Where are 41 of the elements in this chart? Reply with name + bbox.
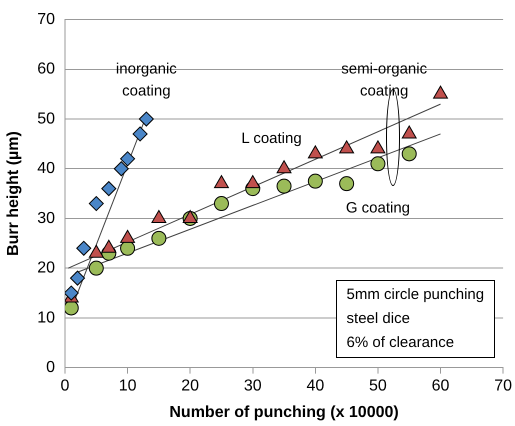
y-tick-label: 20	[37, 260, 56, 277]
y-tick-label: 60	[37, 60, 56, 78]
y-tick-label: 50	[37, 110, 56, 128]
point	[88, 196, 104, 212]
point	[214, 196, 229, 212]
point	[70, 270, 86, 286]
annotation: 5mm circle punching steel dice 6% of clearance	[336, 280, 496, 358]
point	[76, 240, 92, 256]
y-tick-label: 10	[37, 309, 56, 326]
x-tick-label: 40	[306, 378, 324, 395]
series-label: G coating	[346, 200, 410, 217]
point	[339, 176, 354, 192]
y-axis-title: Burr height (µm)	[5, 131, 22, 256]
point	[101, 181, 116, 196]
point	[88, 260, 104, 276]
x-tick-label: 0	[60, 378, 70, 395]
y-tick-label: 30	[37, 210, 56, 227]
x-tick-label: 50	[369, 378, 387, 395]
point	[120, 240, 136, 256]
y-tick-label: 70	[37, 11, 56, 28]
x-tick-label: 70	[494, 378, 512, 395]
annotation: semi-organic coating	[341, 60, 428, 100]
point	[114, 161, 129, 176]
y-tick-label: 40	[37, 160, 56, 178]
x-tick-label: 20	[181, 378, 200, 395]
point	[402, 146, 417, 162]
x-tick-label: 60	[432, 378, 450, 395]
point	[151, 230, 166, 246]
x-axis-title: Number of punching (x 10000)	[169, 404, 399, 421]
text: inorganic coating	[116, 60, 178, 100]
point	[370, 156, 386, 172]
point	[132, 126, 148, 142]
point	[276, 178, 292, 194]
point	[120, 151, 136, 166]
x-tick-label: 30	[244, 378, 262, 395]
point	[138, 112, 154, 127]
point	[64, 286, 79, 301]
y-tick-label: 0	[46, 359, 56, 376]
x-tick-label: 10	[118, 378, 137, 395]
point	[308, 174, 323, 189]
series-label: L coating	[241, 130, 302, 148]
